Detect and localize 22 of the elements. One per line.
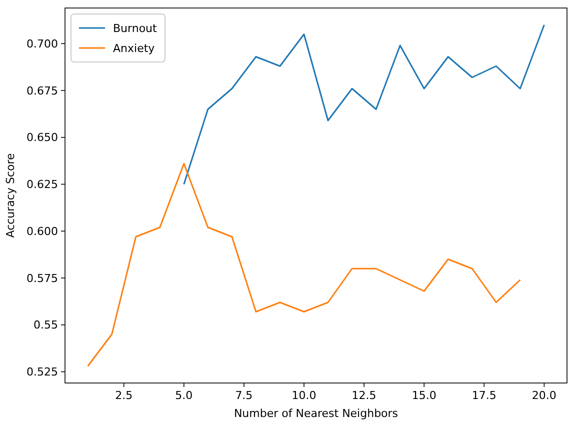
x-tick-label: 7.5 — [235, 389, 253, 402]
y-tick-label: 0.575 — [26, 272, 58, 285]
y-tick-label: 0.650 — [26, 131, 58, 144]
x-tick-label: 5.0 — [175, 389, 193, 402]
line-series — [183, 24, 545, 185]
legend-label: Anxiety — [113, 42, 156, 55]
y-tick-label: 0.55 — [34, 318, 58, 332]
y-tick-label: 0.600 — [26, 224, 58, 238]
line-series — [87, 162, 521, 367]
y-tick-label: 0.700 — [26, 37, 58, 50]
legend-label: Burnout — [113, 22, 158, 35]
x-tick-label: 2.5 — [115, 389, 133, 402]
y-tick-label: 0.625 — [26, 178, 58, 192]
y-axis-title: Accuracy Score — [4, 153, 17, 238]
y-tick-label: 0.675 — [26, 84, 58, 98]
x-axis-title: Number of Nearest Neighbors — [234, 407, 398, 420]
x-tick-label: 12.5 — [352, 389, 376, 402]
x-tick-label: 20.0 — [532, 389, 556, 402]
x-tick-label: 15.0 — [412, 389, 436, 402]
x-tick-label: 17.5 — [472, 389, 496, 402]
y-tick-label: 0.525 — [26, 366, 58, 379]
x-tick-label: 10.0 — [292, 389, 316, 402]
